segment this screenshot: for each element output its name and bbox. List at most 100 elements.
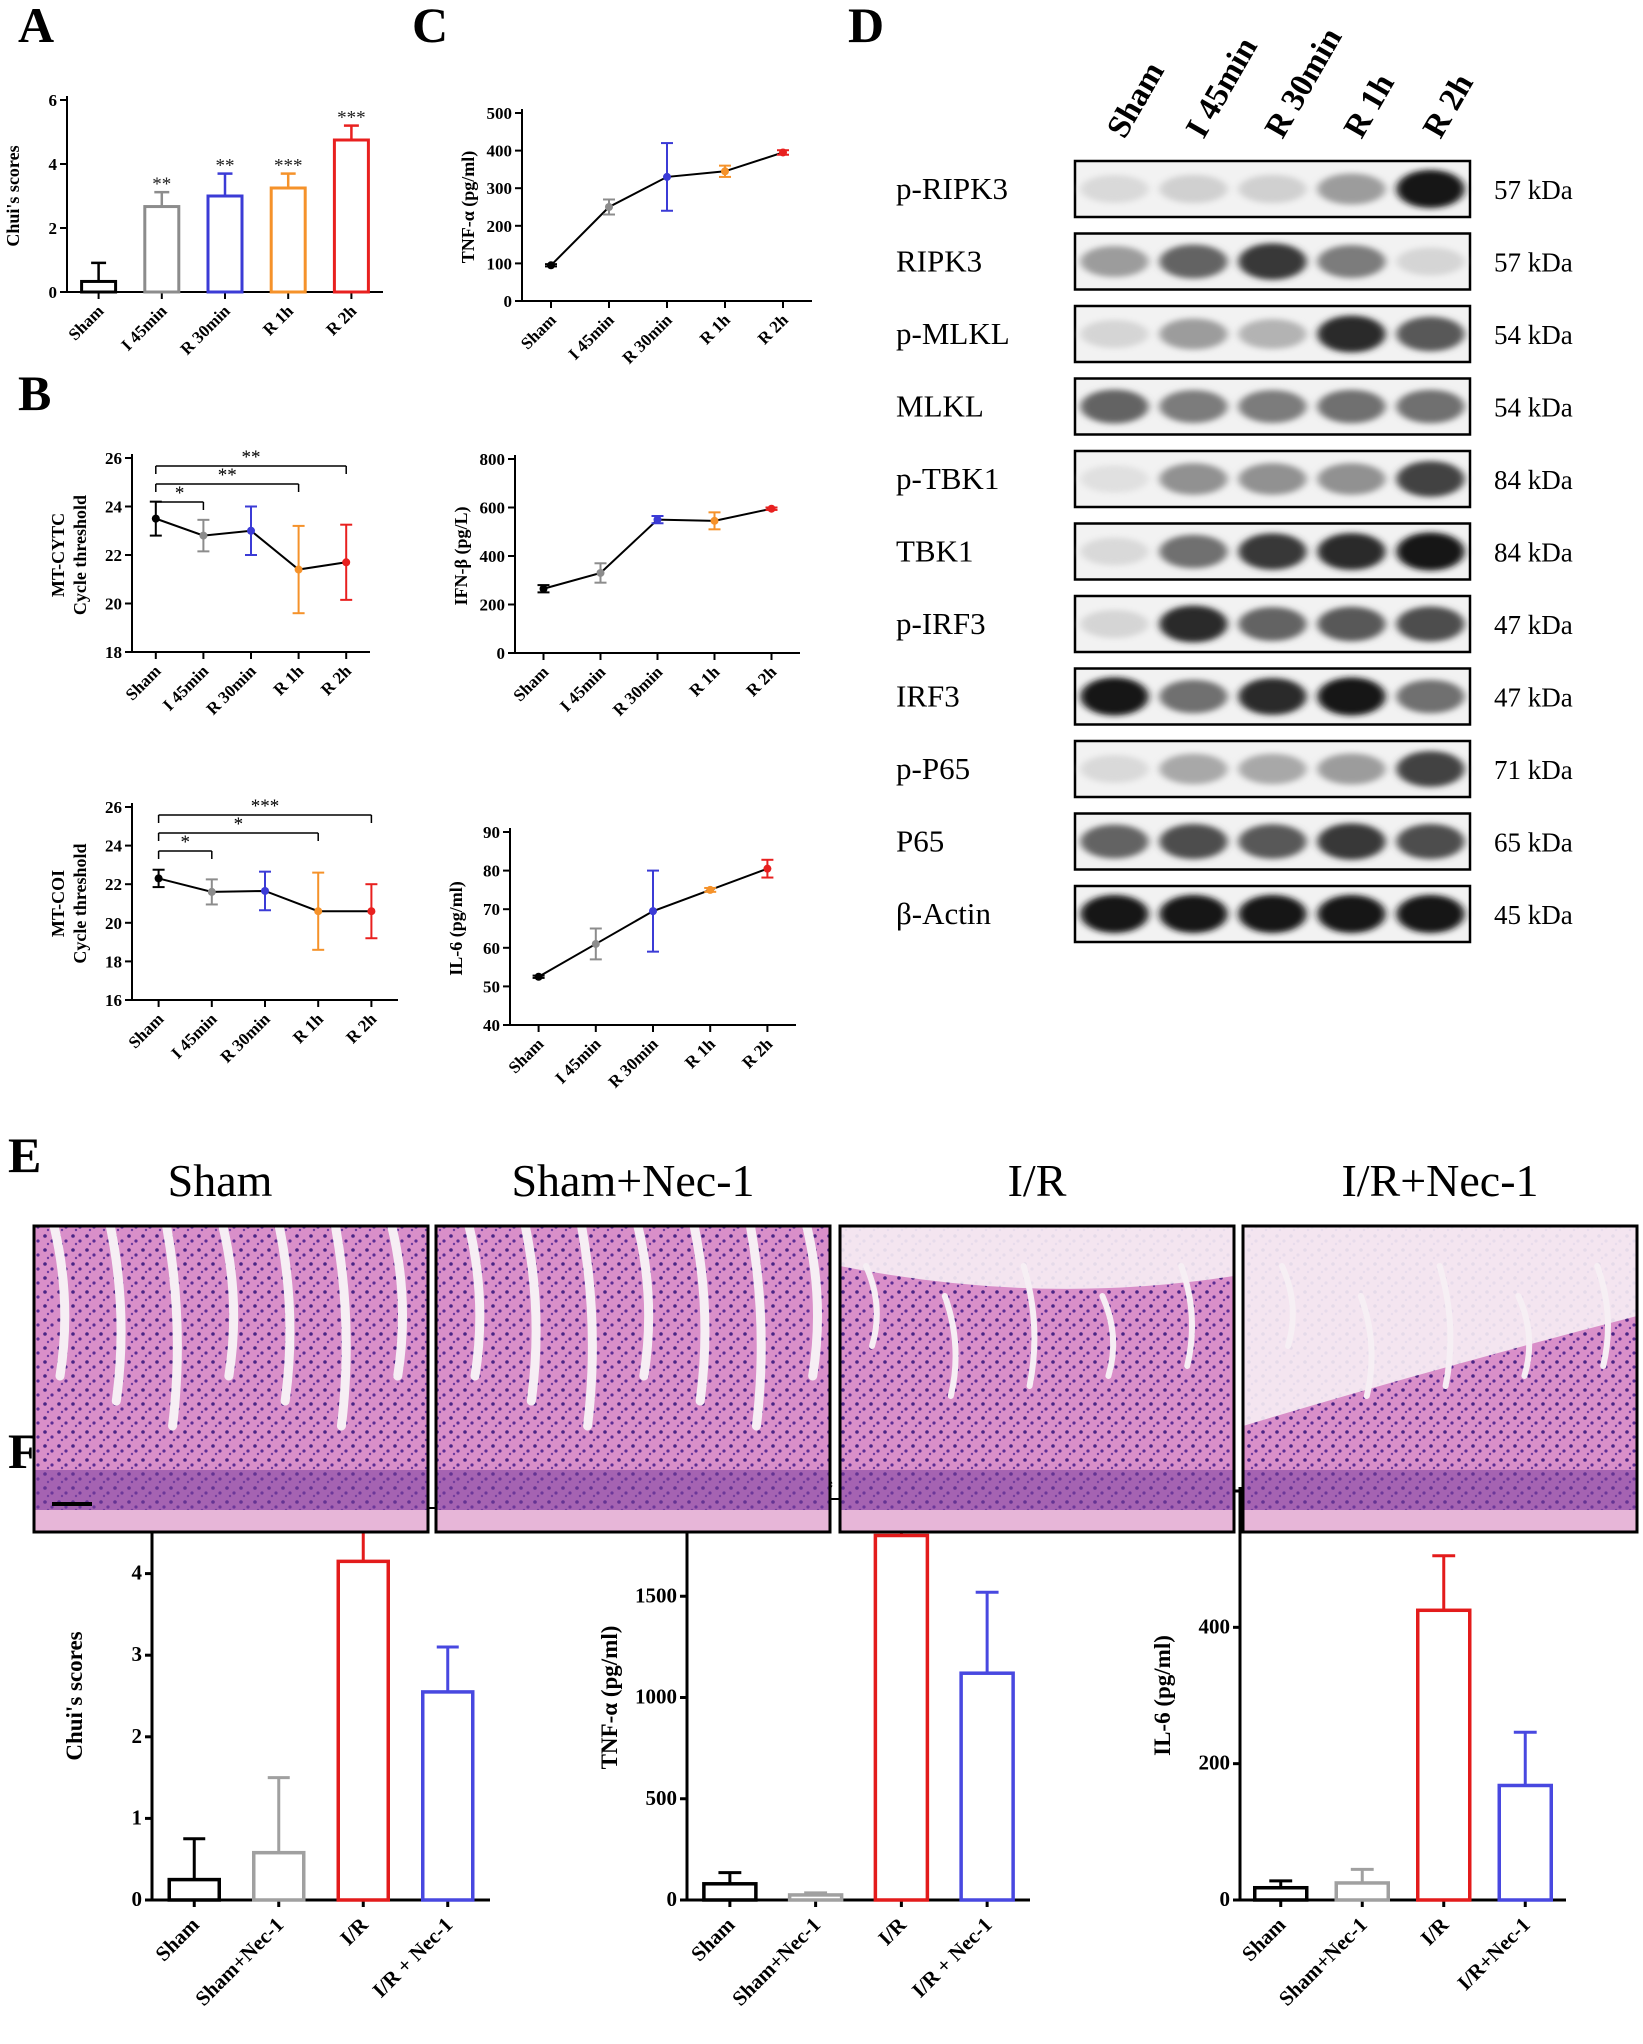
bracket-label: **: [242, 447, 261, 468]
blot-band: [1396, 532, 1465, 571]
blot-band: [1159, 318, 1228, 350]
x-tick-label: R 30min: [619, 310, 677, 368]
x-tick-label: I 45min: [117, 301, 171, 355]
data-point: [706, 885, 715, 894]
lumen-cleft: [633, 1226, 654, 1381]
blot-band: [1159, 753, 1228, 785]
y-axis-label: TNF-α (pg/ml): [597, 1626, 622, 1770]
lane-label: R 1h: [1337, 68, 1402, 144]
bar: [959, 1671, 1015, 1902]
blot-band: [1238, 463, 1307, 495]
y-tick-label: 22: [105, 875, 122, 894]
molecular-weight-label: 45 kDa: [1494, 900, 1573, 930]
y-tick-label: 400: [487, 142, 513, 161]
y-axis-label: Chui's scores: [62, 1631, 87, 1760]
blot-band: [1317, 463, 1386, 495]
data-point: [534, 972, 543, 981]
y-tick-label: 200: [487, 217, 513, 236]
blot-band: [1396, 169, 1465, 209]
lumen-cleft: [218, 1226, 239, 1381]
blot-row-label: p-TBK1: [896, 461, 999, 496]
y-tick-label: 0: [132, 1887, 143, 1911]
blot-band: [1317, 173, 1386, 205]
y-tick-label: 200: [480, 596, 506, 615]
bar: [1253, 1885, 1309, 1902]
chart-g2: 0200400600IL-6 (pg/ml)ShamSham+Nec-1I/RI…: [1150, 1472, 1566, 2011]
x-tick-label: R 2h: [738, 1034, 776, 1072]
y-tick-label: 400: [1199, 1614, 1231, 1638]
panel-label-a: A: [18, 0, 54, 53]
blot-band: [1238, 677, 1307, 716]
molecular-weight-label: 54 kDa: [1494, 393, 1573, 423]
x-tick-label: R 30min: [203, 661, 261, 719]
blot-band: [1396, 823, 1465, 860]
x-tick-label: Sham: [65, 301, 108, 344]
x-tick-label: R 1h: [696, 310, 734, 348]
data-point: [342, 558, 351, 567]
blot-band: [1159, 390, 1228, 423]
y-tick-label: 0: [497, 644, 506, 663]
bar: [336, 1559, 390, 1902]
lane-label: I 45min: [1179, 32, 1265, 144]
y-tick-label: 18: [105, 643, 122, 662]
molecular-weight-label: 84 kDa: [1494, 538, 1573, 568]
data-point: [605, 203, 613, 211]
chart-c3: 40 50 60 70 80 90 IL-6 (pg/ml) Sham I 45min R 30m…: [446, 823, 796, 1092]
bar: [332, 138, 370, 294]
blot-band: [1238, 319, 1307, 349]
x-tick-label: Sham+Nec-1: [190, 1913, 288, 2011]
x-tick-label: R 1h: [681, 1034, 719, 1072]
molecular-weight-label: 57 kDa: [1494, 175, 1573, 205]
y-tick-label: 200: [1199, 1751, 1231, 1775]
histology-frame: [838, 1224, 1236, 1534]
blot-band: [1317, 389, 1386, 424]
lumen-cleft: [520, 1226, 541, 1406]
molecular-weight-label: 71 kDa: [1494, 755, 1573, 785]
data-point: [591, 939, 600, 948]
blot-band: [1080, 319, 1149, 349]
blot-row-label: P65: [896, 824, 944, 859]
x-tick-label: I/R + Nec-1: [907, 1913, 997, 2003]
y-tick-label: 18: [105, 952, 122, 971]
blot-band: [1396, 751, 1465, 787]
blot-band: [1317, 677, 1386, 716]
blot-row-label: p-MLKL: [896, 316, 1010, 351]
blot-band: [1159, 534, 1228, 569]
crypt-layer: [840, 1470, 1234, 1510]
histology-image: [436, 1226, 830, 1532]
lane-label: R 2h: [1416, 68, 1481, 144]
data-point: [154, 874, 163, 883]
molecular-weight-label: 84 kDa: [1494, 465, 1573, 495]
data-point: [710, 516, 719, 525]
x-tick-label: I/R: [335, 1912, 373, 1950]
x-tick-label: R 1h: [259, 301, 297, 339]
lumen-cleft: [745, 1226, 766, 1431]
blot-band: [1317, 606, 1386, 642]
y-axis-label: Chui's scores: [3, 145, 23, 246]
y-axis-label: IL-6 (pg/ml): [446, 881, 467, 976]
x-tick-label: R 2h: [322, 301, 360, 339]
blot-band: [1080, 609, 1149, 639]
blot-band: [1396, 894, 1465, 934]
molecular-weight-label: 54 kDa: [1494, 320, 1573, 350]
blot-row-label: MLKL: [896, 389, 984, 424]
blot-band: [1238, 243, 1307, 280]
panel-label-b: B: [18, 365, 51, 421]
y-tick-label: 40: [483, 1016, 500, 1035]
y-tick-label: 70: [483, 900, 500, 919]
y-tick-label: 1000: [635, 1685, 677, 1709]
y-tick-label: 2: [49, 219, 58, 238]
y-tick-label: 24: [105, 498, 123, 517]
data-point: [547, 261, 555, 270]
lane-label: Sham: [1100, 56, 1172, 144]
histology-title-sham: Sham: [168, 1155, 273, 1206]
data-point: [779, 148, 787, 157]
y-tick-label: 0: [504, 292, 513, 311]
molecular-weight-label: 65 kDa: [1494, 828, 1573, 858]
y-tick-label: 100: [487, 254, 513, 273]
blot-band: [1159, 174, 1228, 204]
y-tick-label: 2: [132, 1724, 143, 1748]
blot-band: [1396, 461, 1465, 497]
data-point: [649, 907, 657, 916]
